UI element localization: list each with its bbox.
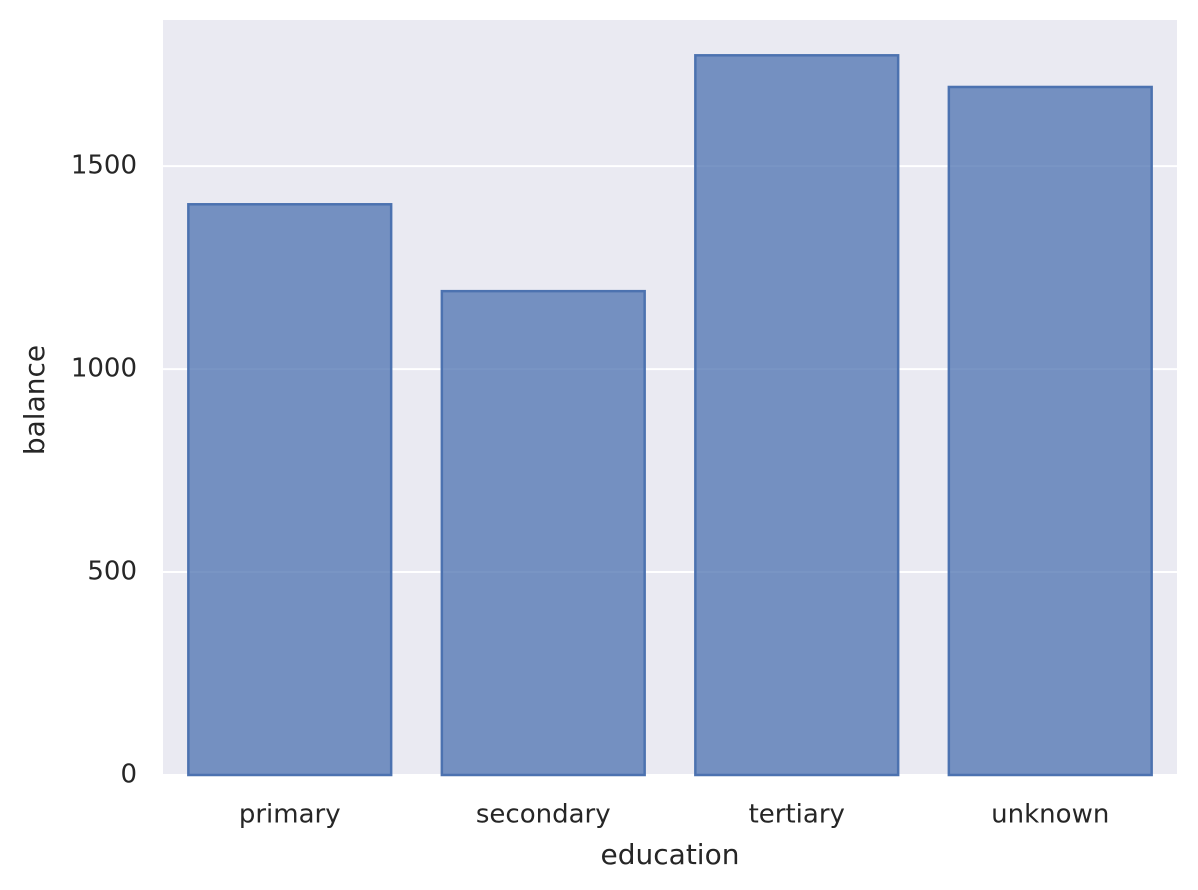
y-axis-label: balance	[18, 345, 51, 455]
x-tick-label: tertiary	[749, 800, 845, 830]
y-tick-label: 1500	[71, 151, 137, 181]
x-tick-label: secondary	[476, 800, 611, 830]
bar	[440, 289, 646, 777]
x-axis-label: education	[601, 838, 740, 871]
x-tick-label: unknown	[991, 800, 1109, 830]
bar	[947, 85, 1153, 777]
y-tick-label: 1000	[71, 354, 137, 384]
bar	[694, 54, 900, 777]
y-tick-label: 0	[120, 760, 137, 790]
x-tick-label: primary	[239, 800, 341, 830]
bar	[187, 203, 393, 777]
y-tick-label: 500	[87, 557, 137, 587]
